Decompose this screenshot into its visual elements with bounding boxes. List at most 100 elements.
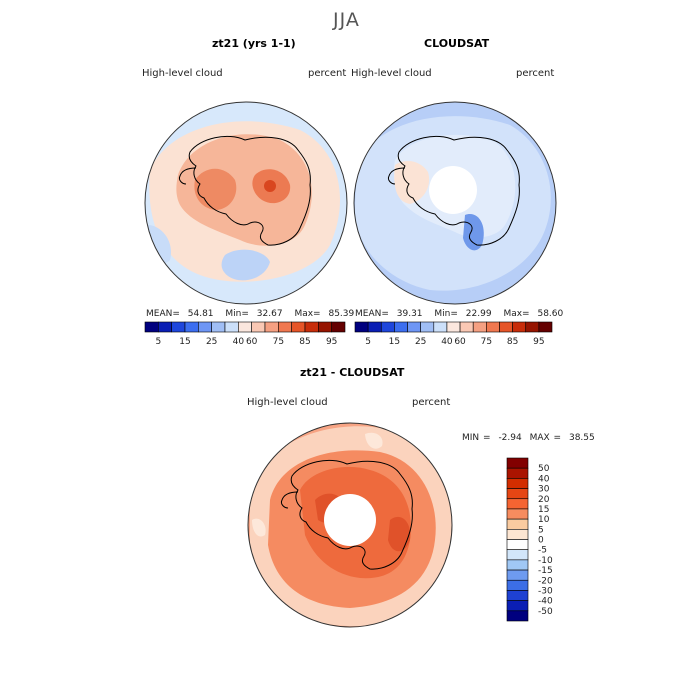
colorbar-2-swatch-10 bbox=[486, 321, 500, 333]
colorbar-2-swatch-9 bbox=[472, 321, 487, 333]
map-1-coastline bbox=[188, 135, 311, 246]
panel-1-units: percent bbox=[308, 68, 347, 79]
colorbar-3-swatch-10 bbox=[506, 559, 529, 571]
panel-3-variable: High-level cloud bbox=[247, 397, 328, 408]
colorbar-3-swatch-15 bbox=[506, 610, 529, 622]
colorbar-1-tick-label: 60 bbox=[246, 337, 258, 347]
page-title: JJA bbox=[333, 9, 360, 31]
panel-2-mean: 39.31 bbox=[396, 309, 423, 319]
colorbar-3-swatch-6 bbox=[506, 518, 529, 530]
colorbar-1-tick-label: 25 bbox=[206, 337, 217, 347]
colorbar-2-swatch-0 bbox=[354, 321, 369, 333]
colorbar-1-tick-label: 95 bbox=[326, 337, 337, 347]
panel-1-title: zt21 (yrs 1-1) bbox=[212, 37, 296, 50]
colorbar-3-swatch-0 bbox=[506, 457, 529, 469]
map-1-ross-low bbox=[221, 249, 270, 281]
colorbar-1-swatch-5 bbox=[211, 321, 226, 333]
colorbar-3-tick-label: 30 bbox=[538, 485, 550, 495]
panel-1-min: 32.67 bbox=[256, 309, 283, 319]
colorbar-2-swatch-3 bbox=[394, 321, 408, 333]
colorbar-1-swatch-6 bbox=[224, 321, 239, 333]
colorbar-3-swatch-4 bbox=[506, 498, 529, 510]
colorbar-2-tick-label: 5 bbox=[365, 337, 371, 347]
colorbar-3-tick-label: -40 bbox=[538, 597, 553, 607]
panel-2-title: CLOUDSAT bbox=[424, 37, 490, 50]
colorbar-3-tick-label: 20 bbox=[538, 495, 550, 505]
colorbar-3-tick-label: 10 bbox=[538, 515, 550, 525]
map-1-boundary bbox=[144, 101, 348, 305]
map-3-strong-east bbox=[388, 516, 411, 552]
panel-3-units: percent bbox=[412, 397, 451, 408]
colorbar-2-tick-label: 75 bbox=[481, 337, 492, 347]
colorbar-3-swatch-5 bbox=[506, 508, 529, 520]
colorbar-2-tick-label: 15 bbox=[389, 337, 400, 347]
map-3-boundary bbox=[247, 422, 453, 628]
panel-2-max-label: Max= bbox=[503, 309, 530, 319]
colorbar-1-swatch-2 bbox=[171, 321, 186, 333]
colorbar-2-swatch-5 bbox=[420, 321, 435, 333]
colorbar-1-swatch-7 bbox=[238, 321, 252, 333]
map-panel-2 bbox=[353, 101, 557, 305]
colorbar-3-swatch-3 bbox=[506, 488, 529, 500]
colorbar-3-tick-label: 0 bbox=[538, 536, 544, 546]
colorbar-1-swatch-0 bbox=[144, 321, 159, 333]
panel-1-max-label: Max= bbox=[294, 309, 321, 319]
map-panel-3 bbox=[247, 422, 453, 628]
colorbar-3-tick-label: 50 bbox=[538, 464, 550, 474]
map-3-weak-spot-n bbox=[365, 432, 383, 449]
colorbar-1-tick-label: 40 bbox=[233, 337, 245, 347]
colorbar-2: 5 15 25 40 60 75 85 95 bbox=[354, 321, 553, 347]
panel-3-min-label: MIN = bbox=[462, 433, 491, 443]
panel-1-max: 85.39 bbox=[328, 309, 355, 319]
map-2-peninsula bbox=[388, 167, 406, 185]
colorbar-2-tick-label: 25 bbox=[415, 337, 426, 347]
colorbar-3-swatch-11 bbox=[506, 569, 529, 581]
panel-1-min-label: Min= bbox=[225, 309, 249, 319]
colorbar-1-tick-label: 75 bbox=[273, 337, 284, 347]
panel-2-variable: High-level cloud bbox=[351, 68, 432, 79]
panel-3-stats: MIN = -2.94 MAX = 38.55 bbox=[462, 433, 595, 443]
panel-3-max: 38.55 bbox=[568, 433, 595, 443]
map-1-max-core bbox=[264, 180, 276, 192]
colorbar-3-tick-label: -50 bbox=[538, 607, 553, 617]
map-3-pole-gap bbox=[324, 494, 376, 546]
colorbar-1-swatch-10 bbox=[278, 321, 292, 333]
colorbar-2-swatch-12 bbox=[512, 321, 527, 333]
colorbar-3-tick-label: 15 bbox=[538, 505, 549, 515]
colorbar-2-tick-label: 60 bbox=[454, 337, 466, 347]
colorbar-1-swatch-11 bbox=[291, 321, 306, 333]
colorbar-1-tick-label: 15 bbox=[179, 337, 190, 347]
map-panel-1 bbox=[144, 101, 348, 305]
colorbar-1-swatch-1 bbox=[158, 321, 172, 333]
colorbar-2-tick-label: 85 bbox=[507, 337, 518, 347]
colorbar-3-tick-label: 5 bbox=[538, 525, 544, 535]
colorbar-2-tick-label: 40 bbox=[441, 337, 453, 347]
map-3-coastline bbox=[290, 459, 413, 570]
colorbar-2-swatch-13 bbox=[525, 321, 540, 333]
panel-1-stats: MEAN= 54.81 Min= 32.67 Max= 85.39 bbox=[146, 309, 354, 319]
colorbar-3-tick-label: -10 bbox=[538, 556, 553, 566]
colorbar-1-tick-label: 5 bbox=[155, 337, 161, 347]
colorbar-3-swatch-9 bbox=[506, 549, 529, 561]
colorbar-1-swatch-12 bbox=[304, 321, 319, 333]
colorbar-3-swatch-12 bbox=[506, 579, 529, 591]
panel-1-mean-label: MEAN= bbox=[146, 309, 180, 319]
colorbar-3-swatch-14 bbox=[506, 600, 529, 612]
colorbar-3-swatch-8 bbox=[506, 539, 529, 550]
colorbar-3-tick-label: -20 bbox=[538, 576, 553, 586]
map-1-peninsula bbox=[179, 167, 197, 185]
panel-1-mean: 54.81 bbox=[187, 309, 214, 319]
colorbar-3-swatch-13 bbox=[506, 590, 529, 601]
colorbar-1: 5 15 25 40 60 75 85 95 bbox=[144, 321, 346, 347]
colorbar-2-swatch-1 bbox=[367, 321, 382, 333]
panel-3-min: -2.94 bbox=[498, 433, 522, 443]
colorbar-1-swatch-13 bbox=[318, 321, 332, 333]
colorbar-1-swatch-9 bbox=[264, 321, 279, 333]
colorbar-2-swatch-6 bbox=[433, 321, 448, 333]
colorbar-1-swatch-8 bbox=[251, 321, 266, 333]
panel-3-max-label: MAX = bbox=[529, 433, 562, 443]
colorbar-2-swatch-4 bbox=[407, 321, 421, 333]
panel-1-variable: High-level cloud bbox=[142, 68, 223, 79]
